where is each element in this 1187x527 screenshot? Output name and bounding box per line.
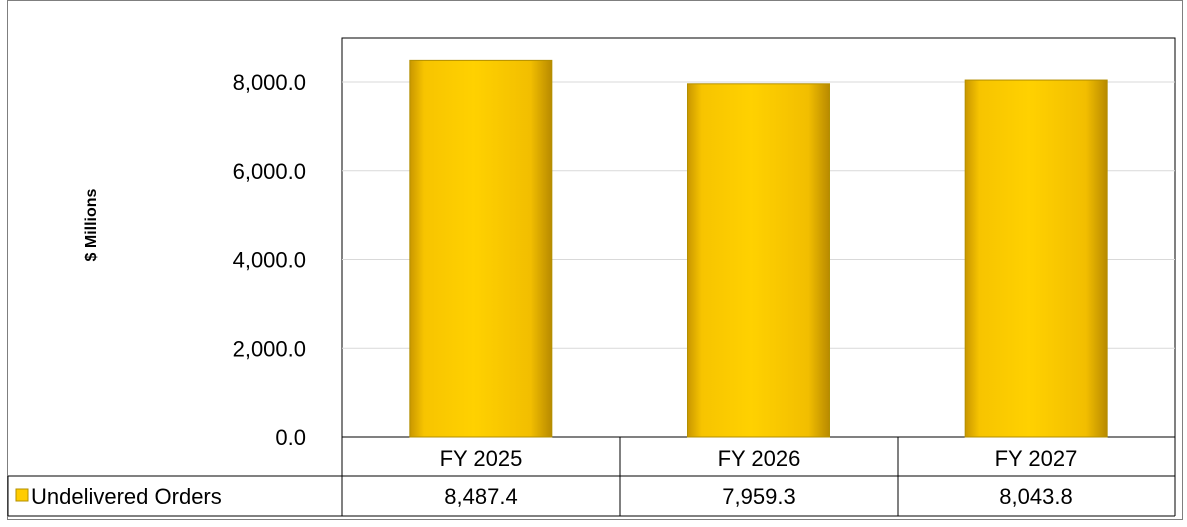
series-name-label: Undelivered Orders — [31, 484, 222, 509]
y-tick-label: 2,000.0 — [233, 336, 306, 361]
y-tick-label: 0.0 — [275, 425, 306, 450]
legend-key-icon — [15, 488, 29, 502]
category-label-fy2027: FY 2027 — [995, 446, 1078, 471]
y-tick-label: 6,000.0 — [233, 159, 306, 184]
data-label-fy2027: 8,043.8 — [999, 484, 1072, 509]
bar-fy2026 — [687, 83, 830, 438]
y-axis-title: $ Millions — [83, 188, 100, 261]
data-table: FY 2025 FY 2026 FY 2027 Undelivered Orde… — [7, 437, 1176, 517]
chart-frame — [7, 0, 1183, 520]
y-axis-tick-labels: 0.0 2,000.0 4,000.0 6,000.0 8,000.0 — [233, 70, 306, 450]
bars — [409, 59, 1108, 438]
y-tick-label: 4,000.0 — [233, 248, 306, 273]
bar-fy2025 — [409, 59, 553, 438]
data-label-fy2025: 8,487.4 — [444, 484, 517, 509]
bar-fy2027 — [964, 79, 1108, 438]
y-tick-label: 8,000.0 — [233, 70, 306, 95]
category-label-fy2026: FY 2026 — [718, 446, 801, 471]
category-label-fy2025: FY 2025 — [440, 446, 523, 471]
data-label-fy2026: 7,959.3 — [722, 484, 795, 509]
